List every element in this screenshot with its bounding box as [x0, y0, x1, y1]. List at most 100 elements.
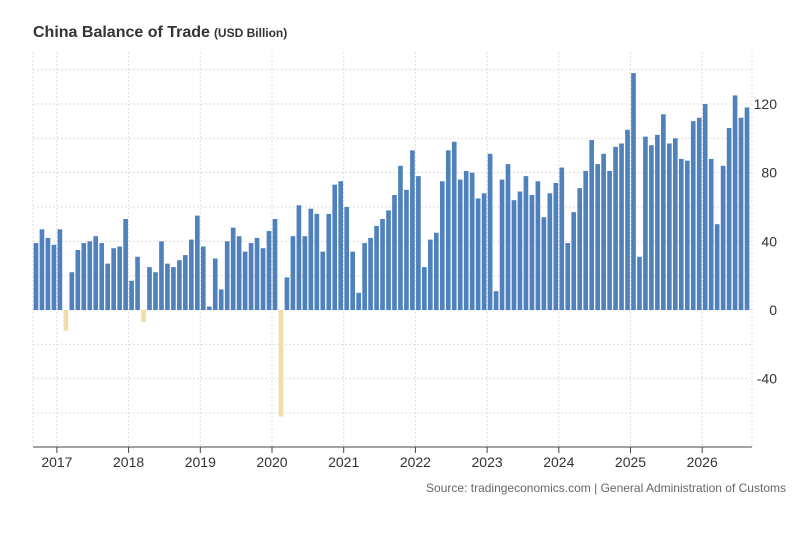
bar [678, 158, 684, 310]
bar [159, 241, 164, 310]
bar [75, 249, 81, 310]
bar [171, 267, 176, 310]
bar [45, 237, 51, 310]
bar [559, 167, 565, 310]
bar [553, 182, 559, 310]
x-tick-label: 2022 [400, 454, 431, 470]
bar [236, 236, 242, 310]
x-tick-label: 2024 [543, 454, 574, 470]
bar [613, 146, 618, 310]
x-tick-label: 2021 [328, 454, 359, 470]
chart-title-row: China Balance of Trade (USD Billion) [33, 24, 287, 42]
bar [451, 141, 457, 310]
bar [129, 280, 134, 310]
bar [565, 243, 571, 310]
x-tick-label: 2018 [113, 454, 144, 470]
bar [720, 165, 726, 310]
bar [135, 256, 140, 310]
bar [726, 128, 732, 310]
bar [272, 219, 278, 310]
bar [105, 263, 111, 310]
bar [738, 117, 744, 310]
bar [696, 117, 702, 310]
bar [702, 104, 708, 310]
bar [529, 194, 535, 310]
bar [535, 181, 541, 310]
bar [368, 237, 373, 310]
bar [177, 260, 182, 310]
bar [165, 263, 170, 310]
bar [499, 179, 505, 310]
bar [39, 229, 45, 310]
bar [326, 213, 332, 310]
bar [649, 145, 654, 310]
bar [284, 277, 290, 310]
bar [655, 134, 660, 310]
bar [469, 172, 475, 310]
bar [200, 246, 206, 310]
bar [667, 143, 672, 310]
bar [320, 251, 326, 310]
bar [93, 236, 99, 310]
bar [302, 236, 308, 310]
bar [428, 239, 433, 310]
bar [607, 170, 612, 310]
x-tick-label: 2017 [41, 454, 72, 470]
bar [445, 150, 451, 310]
bar [218, 289, 224, 310]
x-tick-label: 2020 [256, 454, 287, 470]
bar [571, 212, 577, 310]
bar [583, 170, 589, 310]
bar [631, 73, 636, 310]
bar [338, 181, 344, 310]
bar [147, 267, 152, 310]
bar [619, 143, 624, 310]
bar [350, 251, 355, 310]
bar [230, 227, 236, 310]
bar [374, 225, 379, 310]
bar [260, 248, 266, 310]
bar [153, 272, 158, 310]
y-tick-label: 120 [754, 96, 778, 112]
bar [433, 232, 439, 310]
bar [511, 200, 517, 310]
bar [308, 208, 314, 310]
bar [87, 241, 93, 310]
bar [33, 243, 39, 310]
x-tick-label: 2026 [687, 454, 718, 470]
bar [643, 136, 648, 310]
bar [416, 176, 421, 310]
bar [517, 191, 523, 310]
x-tick-label: 2023 [472, 454, 503, 470]
bar [51, 244, 57, 310]
bar [206, 306, 212, 310]
bar [577, 188, 583, 310]
bar [117, 246, 122, 310]
bar [278, 310, 284, 417]
bar [212, 258, 218, 310]
y-tick-label: 40 [761, 233, 777, 249]
bar [547, 193, 553, 310]
bar [123, 219, 128, 310]
bar [487, 153, 493, 310]
bar [189, 239, 194, 310]
bar [398, 165, 403, 310]
bar [290, 236, 296, 310]
bar [625, 129, 630, 310]
bar [732, 95, 738, 311]
bar [684, 160, 690, 310]
bar [111, 248, 116, 310]
bar [410, 150, 415, 310]
bar [714, 224, 720, 310]
bar [183, 255, 188, 310]
bar [224, 241, 230, 310]
bar [422, 267, 427, 310]
bar [392, 194, 397, 310]
bar [744, 107, 750, 310]
bar [457, 179, 463, 310]
bar [254, 237, 260, 310]
bar [541, 217, 547, 310]
y-tick-label: 80 [761, 165, 777, 181]
bar [661, 114, 666, 310]
